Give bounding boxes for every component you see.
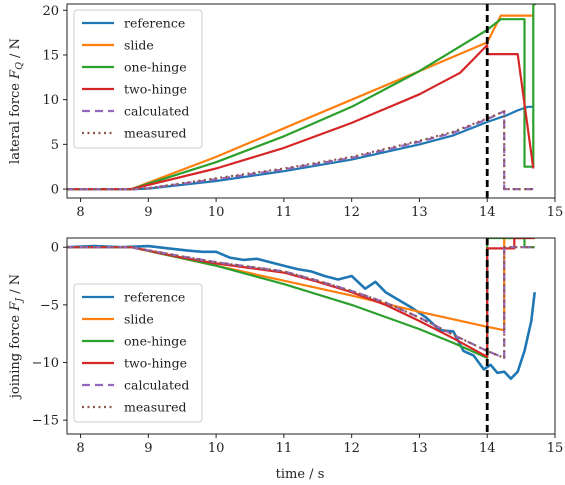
legend-label-slide: slide [124, 38, 154, 53]
series-line-reference [67, 244, 536, 381]
y-axis-label-text: lateral force [8, 79, 23, 164]
x-tick-label: 11 [276, 441, 293, 456]
y-tick-label: 10 [42, 93, 59, 108]
series-line-calculated [67, 246, 535, 359]
y-tick-label: 15 [42, 48, 59, 63]
x-tick-label: 15 [547, 441, 564, 456]
series-line-measured [67, 246, 535, 359]
series-line-two-hinge [67, 43, 535, 191]
legend-label-measured: measured [124, 400, 187, 415]
y-tick-label: 0 [51, 241, 59, 256]
legend: reference slide one-hinge two-hinge calculat… [73, 283, 203, 423]
x-axis-label: time / s [276, 467, 325, 482]
y-axis-label-subscript: Q [14, 62, 25, 70]
legend-label-two-hinge: two-hinge [124, 356, 187, 371]
top-panel-lateral-force: 8 9 10 11 12 13 14 15 0 5 10 15 20 lateral force FQ /… [8, 3, 564, 220]
y-tick-label: −10 [32, 356, 59, 371]
legend-label-reference: reference [124, 290, 185, 305]
y-axis-label-text: joining force [8, 311, 23, 400]
x-tick-label: 8 [76, 441, 84, 456]
axes-frame [66, 237, 556, 435]
x-tick-label: 9 [144, 441, 152, 456]
x-tick-label: 12 [343, 441, 360, 456]
legend-label-calculated: calculated [124, 378, 189, 393]
y-tick-label: 20 [42, 4, 59, 19]
x-tick-label: 9 [144, 205, 152, 220]
x-tick-label: 13 [411, 441, 428, 456]
series-line-one-hinge [67, 238, 535, 359]
legend-label-one-hinge: one-hinge [124, 60, 187, 75]
x-tick-label: 12 [343, 205, 360, 220]
x-tick-label: 14 [479, 441, 496, 456]
y-axis-label-variable: F [8, 301, 23, 312]
y-tick-label: 0 [51, 183, 59, 198]
y-axis-label: lateral force FQ / N [8, 38, 25, 164]
legend-label-calculated: calculated [124, 104, 189, 119]
x-tick-label: 8 [76, 205, 84, 220]
x-tick-label: 15 [547, 205, 564, 220]
y-tick-label: −15 [32, 414, 59, 429]
y-tick-label: 5 [51, 138, 59, 153]
legend-label-slide: slide [124, 312, 154, 327]
y-axis-label: joining force FJ / N [8, 274, 25, 400]
x-tick-label: 13 [411, 205, 428, 220]
y-axis-label-subscript: J [14, 297, 25, 304]
legend-label-reference: reference [124, 16, 185, 31]
series-line-slide [67, 14, 534, 191]
axes-frame [66, 3, 556, 199]
y-tick-label: −5 [40, 298, 59, 313]
series-line-two-hinge [67, 238, 535, 358]
plot-area [67, 238, 536, 381]
legend: reference slide one-hinge two-hinge calculat… [73, 9, 203, 149]
bottom-panel-joining-force: 8 9 10 11 12 13 14 15 0 −5 −10 −15 joining force FJ … [8, 237, 564, 456]
x-tick-label: 10 [208, 205, 225, 220]
legend-label-two-hinge: two-hinge [124, 82, 187, 97]
x-tick-label: 14 [479, 205, 496, 220]
series-line-calculated [67, 110, 534, 191]
y-axis-label-unit: / N [8, 274, 23, 298]
x-tick-label: 11 [276, 205, 293, 220]
legend-label-measured: measured [124, 126, 187, 141]
legend-label-one-hinge: one-hinge [124, 334, 187, 349]
y-axis-label-unit: / N [8, 38, 23, 62]
y-axis-label-variable: F [8, 69, 23, 80]
x-tick-label: 10 [208, 441, 225, 456]
